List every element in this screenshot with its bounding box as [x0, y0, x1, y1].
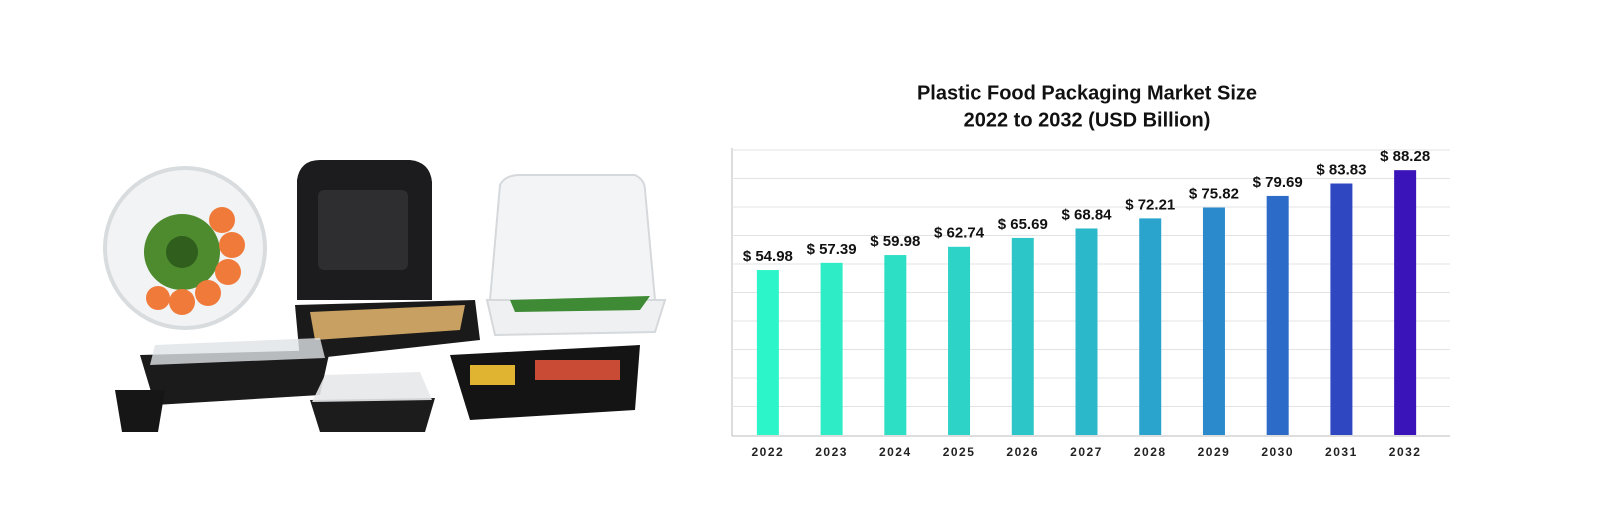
bar — [884, 255, 907, 435]
x-tick-label: 2023 — [815, 445, 848, 459]
chart-subtitle: 2022 to 2032 (USD Billion) — [964, 109, 1211, 131]
broccoli — [166, 236, 198, 268]
cup — [115, 390, 165, 432]
x-tick-label: 2028 — [1134, 445, 1167, 459]
bar — [1394, 170, 1417, 435]
x-tick-label: 2029 — [1198, 445, 1231, 459]
value-label: $ 68.84 — [1061, 206, 1112, 223]
value-label: $ 65.69 — [998, 216, 1048, 233]
x-tick-label: 2022 — [752, 445, 785, 459]
bar — [1139, 218, 1162, 435]
bar — [1330, 183, 1353, 435]
x-tick-label: 2024 — [879, 445, 912, 459]
clear-lid — [150, 338, 325, 365]
x-tick-label: 2031 — [1325, 445, 1358, 459]
x-tick-label: 2026 — [1006, 445, 1039, 459]
value-label: $ 57.39 — [807, 241, 857, 258]
value-label: $ 72.21 — [1125, 196, 1175, 213]
bar — [1266, 195, 1289, 435]
value-label: $ 59.98 — [870, 233, 920, 250]
bar — [948, 246, 971, 435]
x-tick-label: 2030 — [1261, 445, 1294, 459]
bar — [756, 270, 779, 435]
x-tick-label: 2025 — [943, 445, 976, 459]
value-label: $ 62.74 — [934, 225, 985, 242]
value-label: $ 79.69 — [1253, 174, 1303, 191]
compartment-food — [535, 360, 620, 380]
white-lid — [488, 174, 657, 301]
product-photo — [103, 160, 667, 432]
bar — [820, 262, 843, 435]
carrots — [146, 207, 245, 315]
clear-container — [140, 350, 330, 405]
small-container — [310, 398, 435, 432]
chart-title: Plastic Food Packaging Market Size — [917, 82, 1257, 104]
compartment-food — [470, 365, 515, 385]
value-label: $ 88.28 — [1380, 148, 1430, 165]
bar — [1202, 207, 1225, 435]
small-lid — [312, 372, 432, 402]
bar — [1075, 228, 1098, 435]
food — [310, 305, 465, 340]
bar — [1011, 237, 1034, 435]
value-label: $ 83.83 — [1316, 161, 1366, 178]
black-lid-inner — [318, 190, 408, 270]
value-label: $ 54.98 — [743, 248, 793, 265]
salad — [510, 296, 650, 312]
value-label: $ 75.82 — [1189, 186, 1239, 203]
x-tick-label: 2027 — [1070, 445, 1103, 459]
x-tick-label: 2032 — [1389, 445, 1422, 459]
